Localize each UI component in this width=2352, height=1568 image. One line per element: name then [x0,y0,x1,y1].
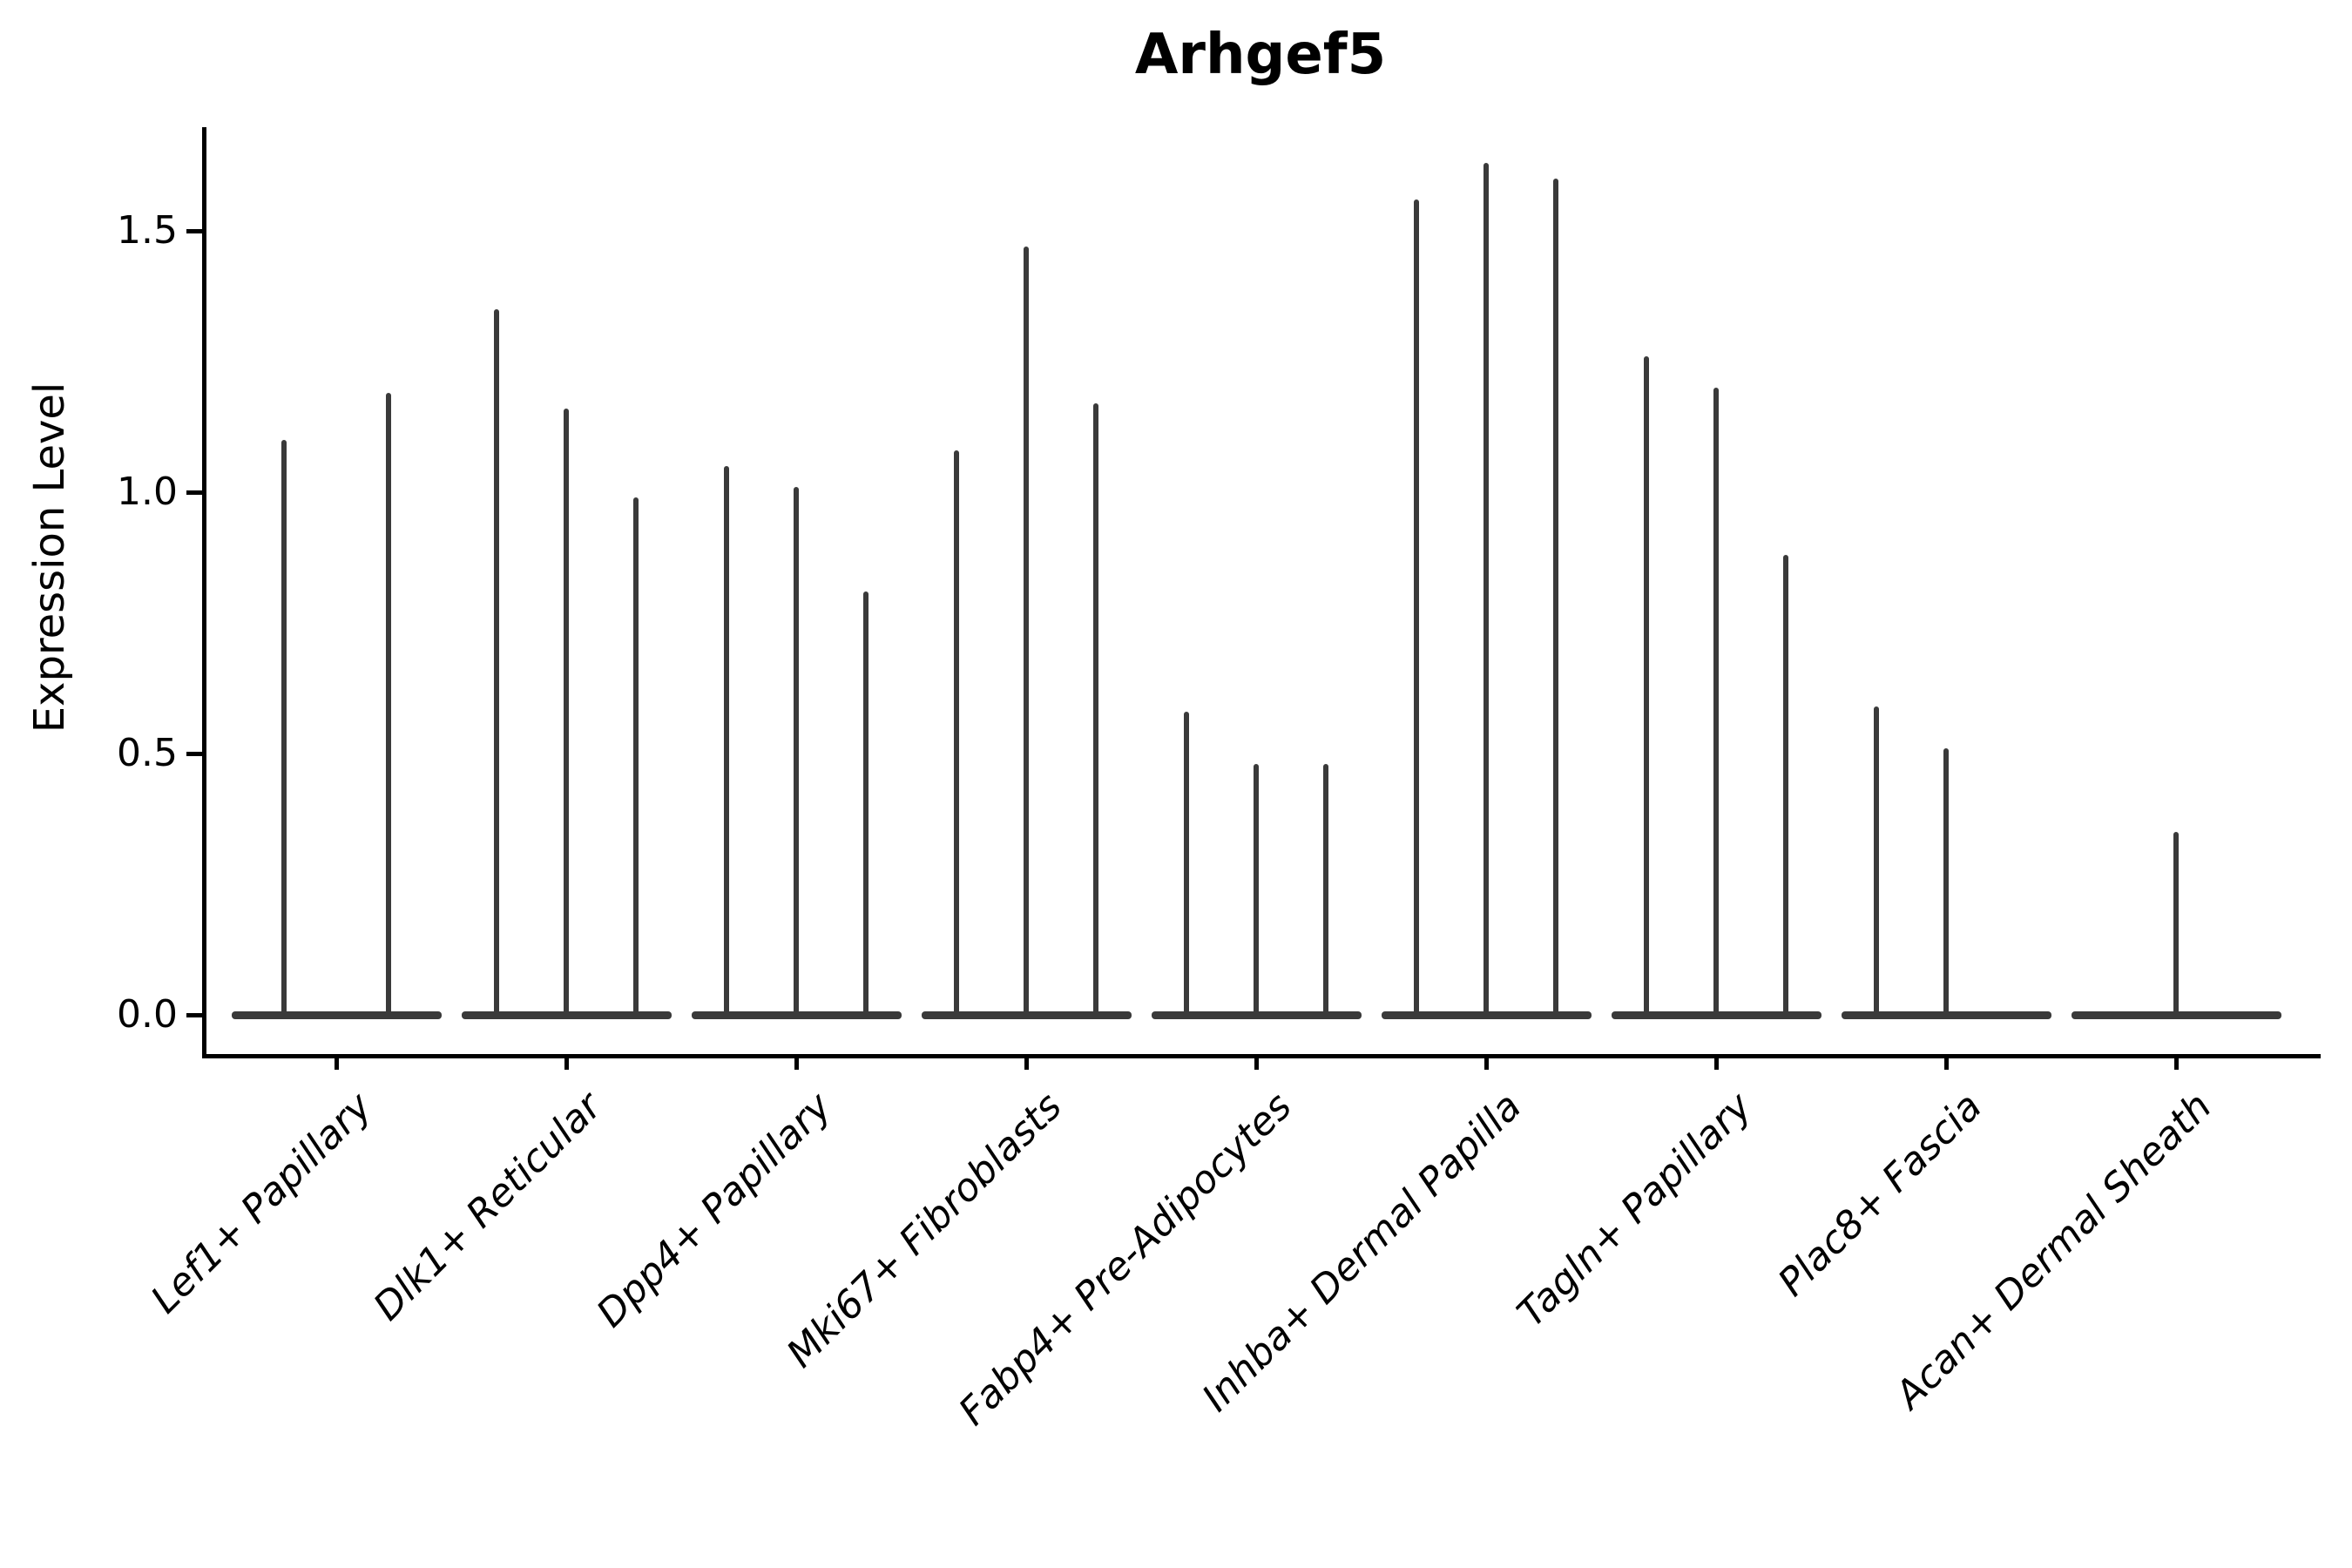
violin-spike [1873,706,1880,1019]
y-tick-label: 1.0 [117,470,178,514]
violin-spike [1413,199,1420,1019]
violin-spike [1782,555,1789,1019]
y-axis-line [202,127,206,1058]
x-tick-label: Plac8+ Fascia [1769,1084,1990,1305]
x-tick-mark [564,1054,569,1070]
x-tick-mark [1484,1054,1489,1070]
y-tick-mark [186,751,202,756]
y-tick-label: 0.0 [117,992,178,1037]
x-tick-mark [1254,1054,1259,1070]
violin-spike [1643,356,1650,1019]
violin-spike [1943,748,1950,1019]
chart-title: Arhgef5 [1134,23,1387,87]
y-tick-mark [186,228,202,233]
violin-spike [1483,163,1490,1019]
y-tick-label: 1.5 [117,208,178,253]
violin-spike [1023,247,1030,1019]
violin-spike [385,393,392,1019]
violin-spike [1253,764,1260,1019]
x-tick-mark [1943,1054,1949,1070]
violin-spike [1713,388,1720,1019]
x-tick-mark [1713,1054,1719,1070]
violin-spike [563,409,570,1019]
x-tick-label: Dpp4+ Papillary [588,1084,841,1336]
violin-spike [280,440,287,1019]
violin-spike [632,497,639,1019]
y-tick-mark [186,1012,202,1017]
x-tick-mark [1024,1054,1029,1070]
x-tick-label: Lef1+ Papillary [142,1084,381,1322]
violin-base [231,1010,442,1019]
x-tick-mark [794,1054,799,1070]
violin-spike [1183,712,1190,1019]
violin-spike [1552,179,1559,1019]
x-tick-mark [334,1054,339,1070]
x-axis-line [202,1054,2321,1058]
violin-spike [723,466,730,1019]
violin-spike [862,591,869,1019]
violin-spike [1092,403,1099,1019]
violin-spike [493,309,500,1019]
violin-spike [2173,832,2180,1019]
x-tick-mark [2173,1054,2179,1070]
violin-spike [1322,764,1329,1019]
y-tick-mark [186,490,202,495]
x-tick-label: Tagln+ Papillary [1508,1084,1761,1336]
violin-spike [953,450,960,1019]
violin-spike [793,487,800,1019]
y-tick-label: 0.5 [117,731,178,775]
x-tick-label: Dlk1+ Reticular [365,1084,611,1329]
